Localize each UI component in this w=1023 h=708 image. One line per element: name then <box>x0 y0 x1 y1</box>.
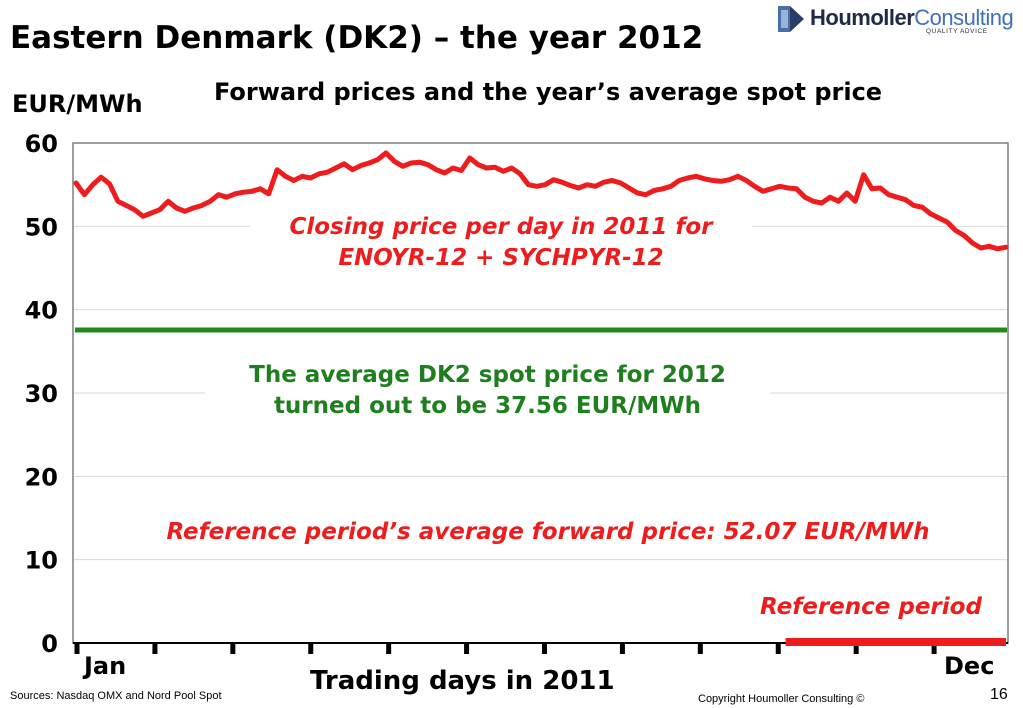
reference-period-label: Reference period <box>740 592 1002 623</box>
x-month-tick <box>152 643 158 654</box>
copyright-note: Copyright Houmoller Consulting © <box>698 693 865 705</box>
x-month-tick <box>853 643 859 654</box>
x-month-tick <box>74 643 80 654</box>
y-tick-label: 10 <box>25 547 58 575</box>
x-start-label: Jan <box>84 652 127 680</box>
x-month-tick <box>542 643 547 654</box>
x-month-tick <box>775 643 781 654</box>
logo-tagline: QUALITY ADVICE <box>926 28 988 35</box>
x-end-label: Dec <box>944 652 995 680</box>
y-tick-label: 60 <box>25 130 58 158</box>
closing-annotation-line1: Closing price per day in 2011 for <box>289 214 713 240</box>
x-month-tick <box>697 643 703 654</box>
logo-name-part2: Consulting <box>914 5 1014 30</box>
reference-average-annotation: Reference period’s average forward price… <box>100 517 996 548</box>
x-month-tick <box>230 643 236 654</box>
chart-subtitle: Forward prices and the year’s average sp… <box>214 78 883 106</box>
x-month-tick <box>386 643 392 654</box>
slide-title: Eastern Denmark (DK2) – the year 2012 <box>10 20 704 56</box>
x-axis-label: Trading days in 2011 <box>310 666 615 696</box>
logo-name-part1: Houmoller <box>810 5 915 30</box>
x-month-tick <box>308 643 314 654</box>
y-tick-label: 50 <box>25 213 58 241</box>
average-annotation-line2: turned out to be 37.56 EUR/MWh <box>273 393 702 419</box>
logo-emblem-icon <box>778 6 804 32</box>
x-month-tick <box>619 643 625 654</box>
y-tick-label: 40 <box>25 297 58 325</box>
forward-price-line <box>73 150 1009 252</box>
y-tick-label: 20 <box>25 463 58 491</box>
closing-annotation-line2: ENOYR-12 + SYCHPYR-12 <box>338 245 664 271</box>
closing-price-annotation: Closing price per day in 2011 for ENOYR-… <box>250 212 752 274</box>
logo-wordmark: HoumollerConsulting <box>810 5 1014 31</box>
x-month-tick <box>464 643 470 654</box>
company-logo: HoumollerConsulting QUALITY ADVICE <box>776 4 1021 40</box>
series-layer <box>73 150 1009 646</box>
y-axis-label: EUR/MWh <box>12 90 143 118</box>
y-tick-label: 0 <box>41 630 58 658</box>
x-month-tick <box>931 643 937 654</box>
average-annotation-line1: The average DK2 spot price for 2012 <box>249 362 726 388</box>
page-number: 16 <box>990 686 1008 703</box>
y-tick-label: 30 <box>25 380 58 408</box>
sources-note: Sources: Nasdaq OMX and Nord Pool Spot <box>10 690 222 702</box>
average-spot-annotation: The average DK2 spot price for 2012 turn… <box>205 360 770 422</box>
y-tick-labels: 0 10 20 30 40 50 60 <box>25 130 58 658</box>
